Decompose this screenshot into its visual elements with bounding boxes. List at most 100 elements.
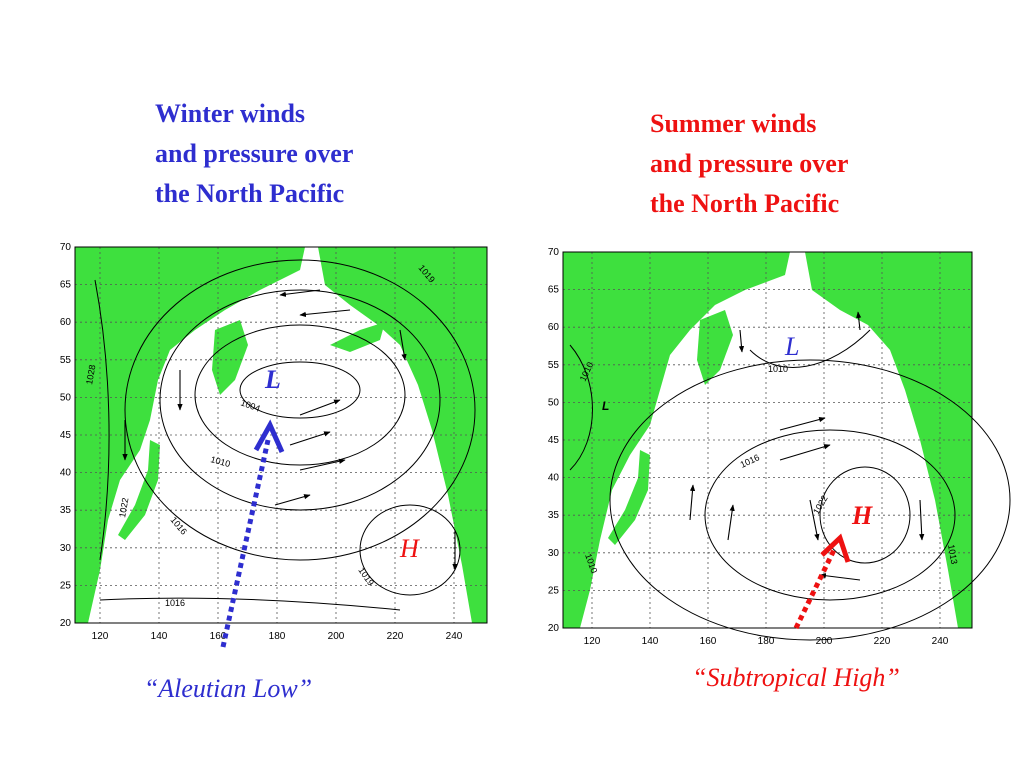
isobars [569,329,1011,641]
wind-arrow [289,431,331,446]
y-tick-label: 25 [60,580,72,591]
wind-arrow [809,499,820,541]
land-america [805,252,972,628]
x-tick-label: 240 [932,636,949,647]
summer-title: Summer winds and pressure over the North… [650,109,848,218]
map-border [562,251,973,629]
y-tick-label: 45 [60,430,72,441]
isobars [94,259,476,611]
isobar-label: 1013 [946,544,959,565]
summer-map: 70 65 60 55 50 45 40 35 30 25 20 120 140 160 180 200 220… [548,247,1011,647]
land-america [318,247,487,623]
wind-arrow [819,573,861,581]
x-tick-label: 120 [92,631,109,642]
wind-arrows [122,289,458,571]
x-tick-label: 240 [446,631,463,642]
y-tick-label: 35 [548,510,560,521]
arrow-head [253,419,285,454]
y-tick-label: 20 [60,618,72,629]
title-line: the North Pacific [155,179,344,208]
low-label: L [784,332,799,361]
title-line: Summer winds [650,109,816,138]
x-tick-label: 160 [700,636,717,647]
x-tick-label: 140 [151,631,168,642]
wind-arrow [299,309,351,318]
wind-arrow [299,458,346,471]
isobar [159,289,441,511]
isobar [359,504,461,596]
wind-arrows [689,311,925,581]
y-tick-label: 30 [60,543,72,554]
y-tick-label: 35 [60,505,72,516]
high-label: H [851,501,873,530]
x-tick-label: 180 [269,631,286,642]
x-tick-label: 120 [584,636,601,647]
land-japan [118,440,160,540]
isobar [569,344,593,471]
isobar [704,429,956,601]
y-tick-label: 70 [548,247,560,258]
isobar [819,466,911,564]
x-tick-label: 220 [874,636,891,647]
land-kamchatka [212,320,248,395]
isobar [239,361,361,419]
arrow-head [820,533,851,563]
x-tick-label: 140 [642,636,659,647]
wind-arrow [738,329,745,353]
isobar [99,597,401,611]
y-tick-label: 40 [60,468,72,479]
isobar [94,279,110,561]
dotted-arrow [793,548,837,630]
land-alaska-peninsula [330,322,385,352]
wind-arrow [919,499,925,541]
isobar-label: 1028 [84,364,97,385]
land-kamchatka [697,310,733,385]
x-tick-label: 160 [210,631,227,642]
wind-arrow [299,399,341,416]
x-tick-label: 200 [328,631,345,642]
wind-arrow [779,444,831,461]
map-border [74,246,488,624]
isobar-label: 1016 [165,598,185,608]
wind-arrow [689,484,696,521]
isobar [609,359,1011,641]
wind-arrow [279,289,321,297]
y-tick-label: 60 [60,317,72,328]
y-tick-label: 25 [548,585,560,596]
land-asia [563,252,790,628]
wind-arrow [274,494,311,506]
y-tick-label: 45 [548,435,560,446]
y-tick-label: 65 [60,280,72,291]
land-japan [608,450,650,545]
wind-arrow [727,504,735,541]
land-asia [75,247,305,623]
y-tick-label: 40 [548,473,560,484]
low-label-small: L [602,399,609,413]
caption: “Aleutian Low” [144,674,312,703]
low-label: L [264,365,281,394]
high-label: H [399,534,420,563]
y-tick-label: 50 [60,392,72,403]
wind-arrow [399,329,407,361]
title-line: Winter winds [155,99,305,128]
winter-title: Winter winds and pressure over the North… [155,99,353,208]
y-tick-label: 55 [60,355,72,366]
isobar [194,324,406,466]
y-tick-label: 60 [548,322,560,333]
isobar-label: 1010 [768,364,788,374]
wind-arrow [779,416,826,431]
winter-map: 70 65 60 55 50 45 40 35 30 25 20 120 140 160 180 200 220… [60,242,488,648]
y-tick-label: 65 [548,285,560,296]
title-line: and pressure over [155,139,353,168]
y-tick-label: 70 [60,242,72,253]
y-tick-label: 30 [548,548,560,559]
isobar [749,329,871,368]
isobar [124,259,476,561]
y-tick-label: 20 [548,623,560,634]
caption: “Subtropical High” [692,663,900,692]
wind-arrow [856,311,862,331]
y-tick-label: 55 [548,360,560,371]
x-tick-label: 180 [758,636,775,647]
isobar-label: 1022 [117,497,130,518]
y-tick-label: 50 [548,397,560,408]
